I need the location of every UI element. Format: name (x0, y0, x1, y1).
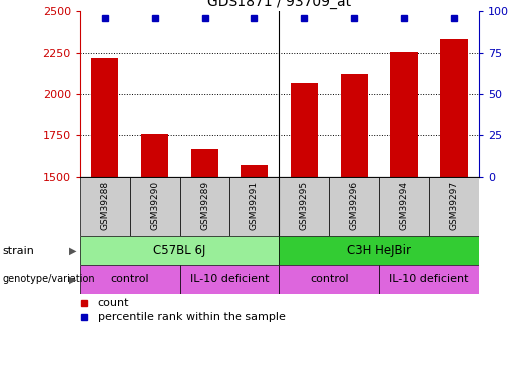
Text: percentile rank within the sample: percentile rank within the sample (98, 312, 286, 322)
Text: GSM39296: GSM39296 (350, 181, 359, 230)
Text: GSM39289: GSM39289 (200, 181, 209, 230)
Bar (180, 265, 279, 294)
Text: IL-10 deficient: IL-10 deficient (389, 274, 469, 285)
Bar (191, 149, 218, 375)
Text: GSM39297: GSM39297 (450, 181, 458, 230)
Bar (130, 177, 180, 236)
Text: genotype/variation: genotype/variation (3, 274, 95, 285)
Bar (91, 58, 118, 375)
Text: C57BL 6J: C57BL 6J (153, 244, 206, 257)
Bar (279, 265, 379, 294)
Bar (279, 177, 329, 236)
Bar (230, 177, 279, 236)
Bar (379, 177, 429, 236)
Text: GSM39288: GSM39288 (100, 181, 109, 230)
Text: strain: strain (3, 246, 35, 256)
Bar (80, 265, 180, 294)
Text: control: control (110, 274, 149, 285)
Text: GSM39291: GSM39291 (250, 181, 259, 230)
Bar (440, 39, 468, 375)
Text: GSM39295: GSM39295 (300, 181, 309, 230)
Text: control: control (310, 274, 349, 285)
Bar (80, 177, 130, 236)
Title: GDS1871 / 93709_at: GDS1871 / 93709_at (208, 0, 351, 9)
Bar (141, 134, 168, 375)
Bar (279, 236, 479, 265)
Text: GSM39294: GSM39294 (400, 181, 408, 230)
Bar (340, 74, 368, 375)
Text: ▶: ▶ (68, 246, 76, 256)
Bar (429, 177, 479, 236)
Bar (241, 165, 268, 375)
Bar (290, 83, 318, 375)
Text: count: count (98, 298, 129, 308)
Bar (379, 265, 479, 294)
Bar (329, 177, 379, 236)
Text: C3H HeJBir: C3H HeJBir (347, 244, 411, 257)
Bar (390, 52, 418, 375)
Text: GSM39290: GSM39290 (150, 181, 159, 230)
Bar (80, 236, 279, 265)
Text: ▶: ▶ (68, 274, 76, 285)
Text: IL-10 deficient: IL-10 deficient (190, 274, 269, 285)
Bar (180, 177, 230, 236)
